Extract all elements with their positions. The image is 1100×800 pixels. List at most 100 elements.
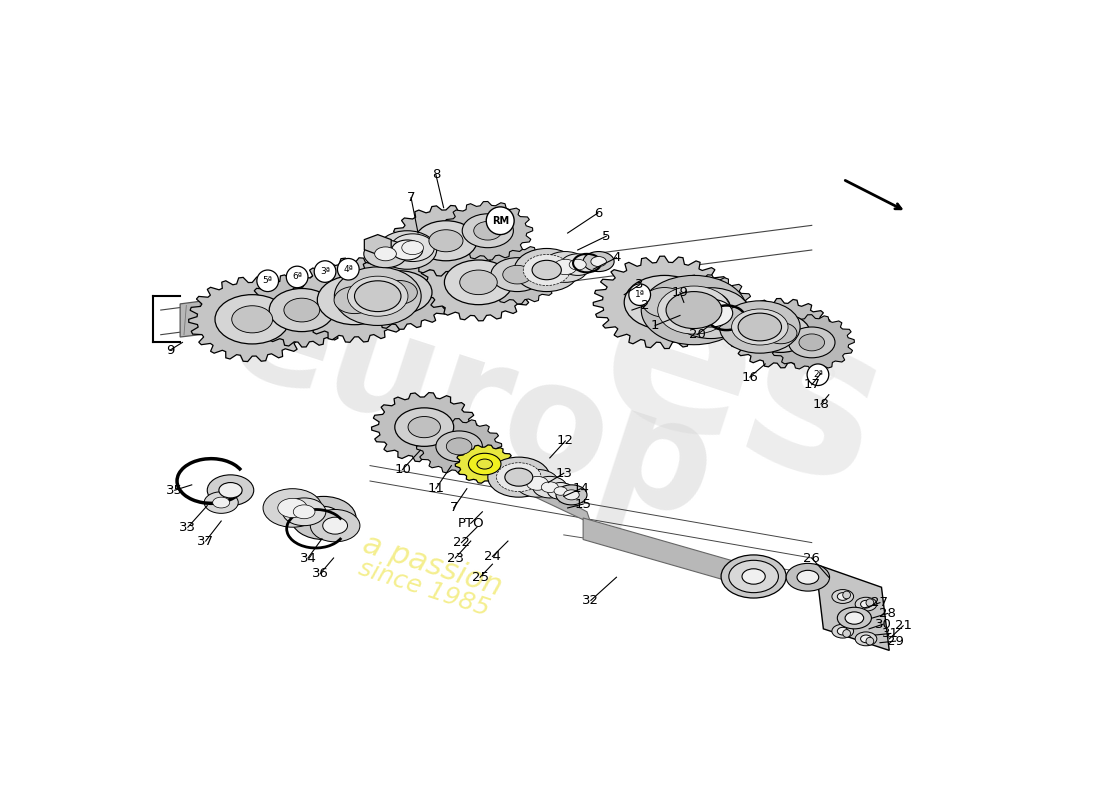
Text: 12: 12 (557, 434, 574, 447)
Text: 5ª: 5ª (263, 276, 273, 286)
Ellipse shape (408, 417, 440, 438)
Ellipse shape (729, 560, 779, 593)
Ellipse shape (334, 286, 375, 314)
Circle shape (315, 261, 336, 282)
Text: since 1985: since 1985 (674, 310, 842, 390)
Ellipse shape (307, 506, 341, 530)
Ellipse shape (676, 290, 730, 326)
Text: 37: 37 (197, 534, 215, 547)
Ellipse shape (798, 570, 818, 584)
Text: 7: 7 (450, 502, 458, 514)
Text: 4: 4 (613, 251, 620, 264)
Ellipse shape (214, 294, 289, 344)
Text: 14: 14 (572, 482, 590, 495)
Polygon shape (443, 202, 532, 260)
Ellipse shape (658, 286, 730, 334)
Ellipse shape (503, 266, 531, 284)
Text: 18: 18 (813, 398, 829, 410)
Ellipse shape (672, 288, 750, 338)
Polygon shape (364, 234, 392, 254)
Ellipse shape (334, 267, 421, 326)
Ellipse shape (322, 517, 348, 534)
Ellipse shape (462, 214, 514, 248)
Ellipse shape (742, 569, 766, 584)
Ellipse shape (742, 316, 772, 335)
Ellipse shape (390, 234, 435, 262)
Circle shape (486, 207, 514, 234)
Ellipse shape (415, 221, 477, 261)
Text: 25: 25 (472, 570, 488, 584)
Text: europ: europ (209, 255, 733, 553)
Ellipse shape (641, 275, 747, 345)
Ellipse shape (837, 593, 848, 600)
Ellipse shape (583, 251, 614, 271)
Text: 32: 32 (582, 594, 600, 607)
Text: RM: RM (492, 216, 509, 226)
Ellipse shape (837, 607, 871, 629)
Ellipse shape (786, 563, 829, 591)
Ellipse shape (732, 309, 788, 345)
Polygon shape (246, 273, 358, 347)
Ellipse shape (207, 475, 254, 506)
Polygon shape (472, 246, 562, 304)
Text: a passion: a passion (359, 530, 505, 602)
Circle shape (866, 599, 873, 606)
Circle shape (807, 364, 828, 386)
Ellipse shape (491, 258, 543, 291)
Text: 3ª: 3ª (320, 267, 330, 276)
Ellipse shape (860, 600, 871, 608)
Ellipse shape (294, 505, 315, 518)
Ellipse shape (556, 485, 587, 505)
Polygon shape (417, 418, 502, 474)
Text: 29: 29 (887, 634, 904, 648)
Text: 8: 8 (431, 168, 440, 181)
Ellipse shape (232, 306, 273, 333)
Ellipse shape (283, 498, 326, 526)
Polygon shape (372, 393, 477, 462)
Ellipse shape (364, 240, 407, 268)
Ellipse shape (860, 635, 871, 642)
Ellipse shape (219, 482, 242, 498)
Ellipse shape (375, 247, 396, 261)
Text: 30: 30 (874, 618, 891, 630)
Text: PTO: PTO (458, 517, 484, 530)
Ellipse shape (855, 632, 877, 646)
Text: 2ª: 2ª (813, 370, 823, 379)
Ellipse shape (402, 241, 424, 254)
Ellipse shape (722, 555, 786, 598)
Ellipse shape (460, 270, 497, 294)
Ellipse shape (474, 222, 502, 240)
Text: 6: 6 (594, 206, 602, 219)
Ellipse shape (367, 270, 432, 314)
Circle shape (843, 630, 850, 638)
Circle shape (843, 591, 850, 599)
Polygon shape (180, 267, 494, 337)
Text: 31: 31 (882, 627, 900, 640)
Text: 22: 22 (453, 536, 470, 549)
Polygon shape (392, 206, 500, 276)
Text: 34: 34 (299, 551, 317, 565)
Text: 1: 1 (651, 319, 660, 332)
Ellipse shape (624, 275, 705, 330)
Ellipse shape (505, 468, 532, 486)
Ellipse shape (764, 322, 796, 344)
Text: 15: 15 (574, 498, 592, 510)
Text: 36: 36 (312, 567, 329, 580)
Circle shape (338, 258, 359, 280)
Text: 20: 20 (689, 328, 705, 341)
Polygon shape (343, 255, 455, 330)
Ellipse shape (395, 408, 453, 446)
Ellipse shape (569, 259, 586, 270)
Polygon shape (653, 274, 754, 341)
Text: 28: 28 (879, 607, 896, 620)
Ellipse shape (524, 254, 570, 286)
Ellipse shape (514, 249, 580, 291)
Polygon shape (593, 256, 736, 349)
Circle shape (286, 266, 308, 288)
Ellipse shape (284, 298, 320, 322)
Ellipse shape (532, 260, 561, 280)
Text: es: es (574, 243, 910, 534)
Ellipse shape (354, 281, 402, 312)
Ellipse shape (667, 291, 722, 329)
Ellipse shape (799, 334, 825, 351)
